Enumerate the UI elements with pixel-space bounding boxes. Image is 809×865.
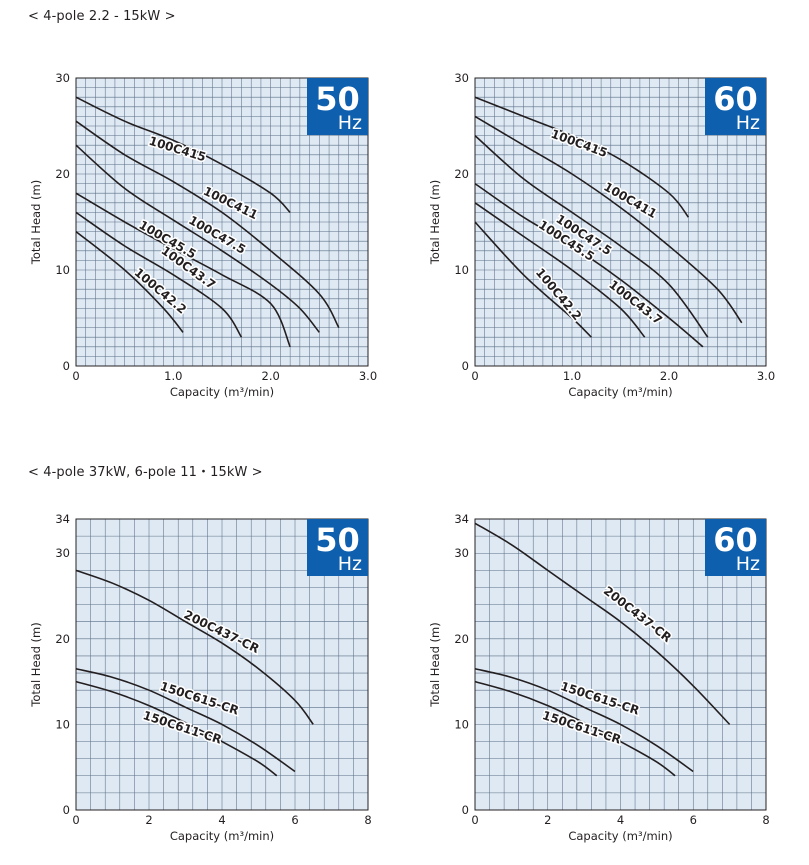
x-tick-label: 3.0 (757, 369, 775, 383)
y-axis-label: Total Head (m) (29, 622, 43, 707)
x-tick-label: 6 (291, 813, 298, 827)
curve-100c415 (75, 96, 291, 213)
badge-background (307, 519, 368, 576)
x-tick-label: 0 (471, 813, 478, 827)
plot-frame (75, 518, 369, 811)
x-tick-label: 1.0 (563, 369, 581, 383)
chart-60hz-large: 0 2 4 6 8 0 10 20 30 34 Capacity (m³/min) Total Hea… (428, 512, 770, 843)
x-tick-label: 2 (544, 813, 551, 827)
curve-100c42.2 (75, 230, 184, 333)
badge-frequency-value: 50 (315, 521, 360, 559)
y-tick-label: 20 (454, 632, 469, 646)
y-tick-label: 10 (55, 717, 70, 731)
curve-200c437-cr (75, 569, 314, 725)
curve-100c411 (474, 115, 743, 324)
x-tick-label: 0 (72, 369, 79, 383)
y-tick-label: 0 (63, 359, 70, 373)
section-title-4pole-small: < 4-pole 2.2 - 15kW > (28, 9, 176, 24)
badge-frequency-unit: Hz (736, 553, 760, 575)
y-tick-label: 30 (454, 546, 469, 560)
y-tick-label: 30 (55, 546, 70, 560)
curve-150c611-cr (75, 680, 278, 777)
curve-150c615-cr (75, 668, 296, 773)
y-axis-label: Total Head (m) (29, 180, 43, 265)
y-tick-label: 10 (454, 717, 469, 731)
curve-150c611-cr (474, 680, 676, 777)
curve-200c437-cr (474, 522, 731, 725)
badge-background (705, 519, 766, 576)
x-axis-label: Capacity (m³/min) (568, 829, 672, 843)
badge-frequency-unit: Hz (338, 553, 362, 575)
x-axis-label: Capacity (m³/min) (568, 385, 672, 399)
curve-100c42.2 (474, 221, 592, 338)
chart-50hz-large: 0 2 4 6 8 0 10 20 30 34 Capacity (m³/min) Total Hea… (29, 512, 372, 843)
x-tick-label: 8 (762, 813, 769, 827)
x-axis-label: Capacity (m³/min) (170, 385, 274, 399)
curve-100c47.5 (474, 135, 709, 338)
badge-frequency-value: 50 (315, 80, 360, 118)
badge-frequency-unit: Hz (338, 112, 362, 134)
chart-60hz-small: 0 1.0 2.0 3.0 0 10 20 30 Capacity (m³/min) Total … (428, 71, 775, 399)
y-tick-label: 20 (55, 167, 70, 181)
plot-frame (474, 518, 767, 811)
curve-100c45.5 (474, 182, 704, 348)
curve-100c43.7 (474, 202, 646, 338)
y-tick-label: 0 (462, 803, 469, 817)
y-tick-label: 20 (55, 632, 70, 646)
curve-100c411 (75, 120, 340, 329)
grid (76, 78, 368, 366)
curve-100c43.7 (75, 211, 243, 338)
y-axis-label: Total Head (m) (428, 622, 442, 707)
plot-frame (75, 77, 369, 367)
x-tick-label: 3.0 (359, 369, 377, 383)
x-tick-label: 2.0 (262, 369, 280, 383)
grid (76, 519, 368, 810)
curve-150c615-cr (474, 668, 694, 773)
y-tick-label: 10 (55, 263, 70, 277)
curve-100c45.5 (75, 192, 291, 348)
x-tick-label: 0 (471, 369, 478, 383)
x-tick-label: 1.0 (164, 369, 182, 383)
badge-background (705, 78, 766, 135)
x-tick-label: 0 (72, 813, 79, 827)
x-tick-label: 8 (364, 813, 371, 827)
badge-frequency-unit: Hz (736, 112, 760, 134)
curve-100c415 (474, 96, 690, 218)
x-tick-label: 4 (218, 813, 225, 827)
y-tick-label: 0 (63, 803, 70, 817)
x-tick-label: 2.0 (660, 369, 678, 383)
y-tick-label: 34 (454, 512, 469, 526)
x-axis-label: Capacity (m³/min) (170, 829, 274, 843)
badge-frequency-value: 60 (713, 80, 758, 118)
y-tick-label: 30 (55, 71, 70, 85)
curve-100c47.5 (75, 144, 320, 333)
badge-frequency-value: 60 (713, 521, 758, 559)
x-tick-label: 4 (617, 813, 624, 827)
x-tick-label: 2 (145, 813, 152, 827)
y-tick-label: 20 (454, 167, 469, 181)
y-tick-label: 34 (55, 512, 70, 526)
y-axis-label: Total Head (m) (428, 180, 442, 265)
y-tick-label: 30 (454, 71, 469, 85)
section-title-4pole-6pole: < 4-pole 37kW, 6-pole 11・15kW > (28, 465, 263, 480)
x-tick-label: 6 (690, 813, 697, 827)
y-tick-label: 10 (454, 263, 469, 277)
chart-50hz-small: 0 1.0 2.0 3.0 0 10 20 30 Capacity (m³/min) Total … (29, 71, 377, 399)
badge-background (307, 78, 368, 135)
y-tick-label: 0 (462, 359, 469, 373)
